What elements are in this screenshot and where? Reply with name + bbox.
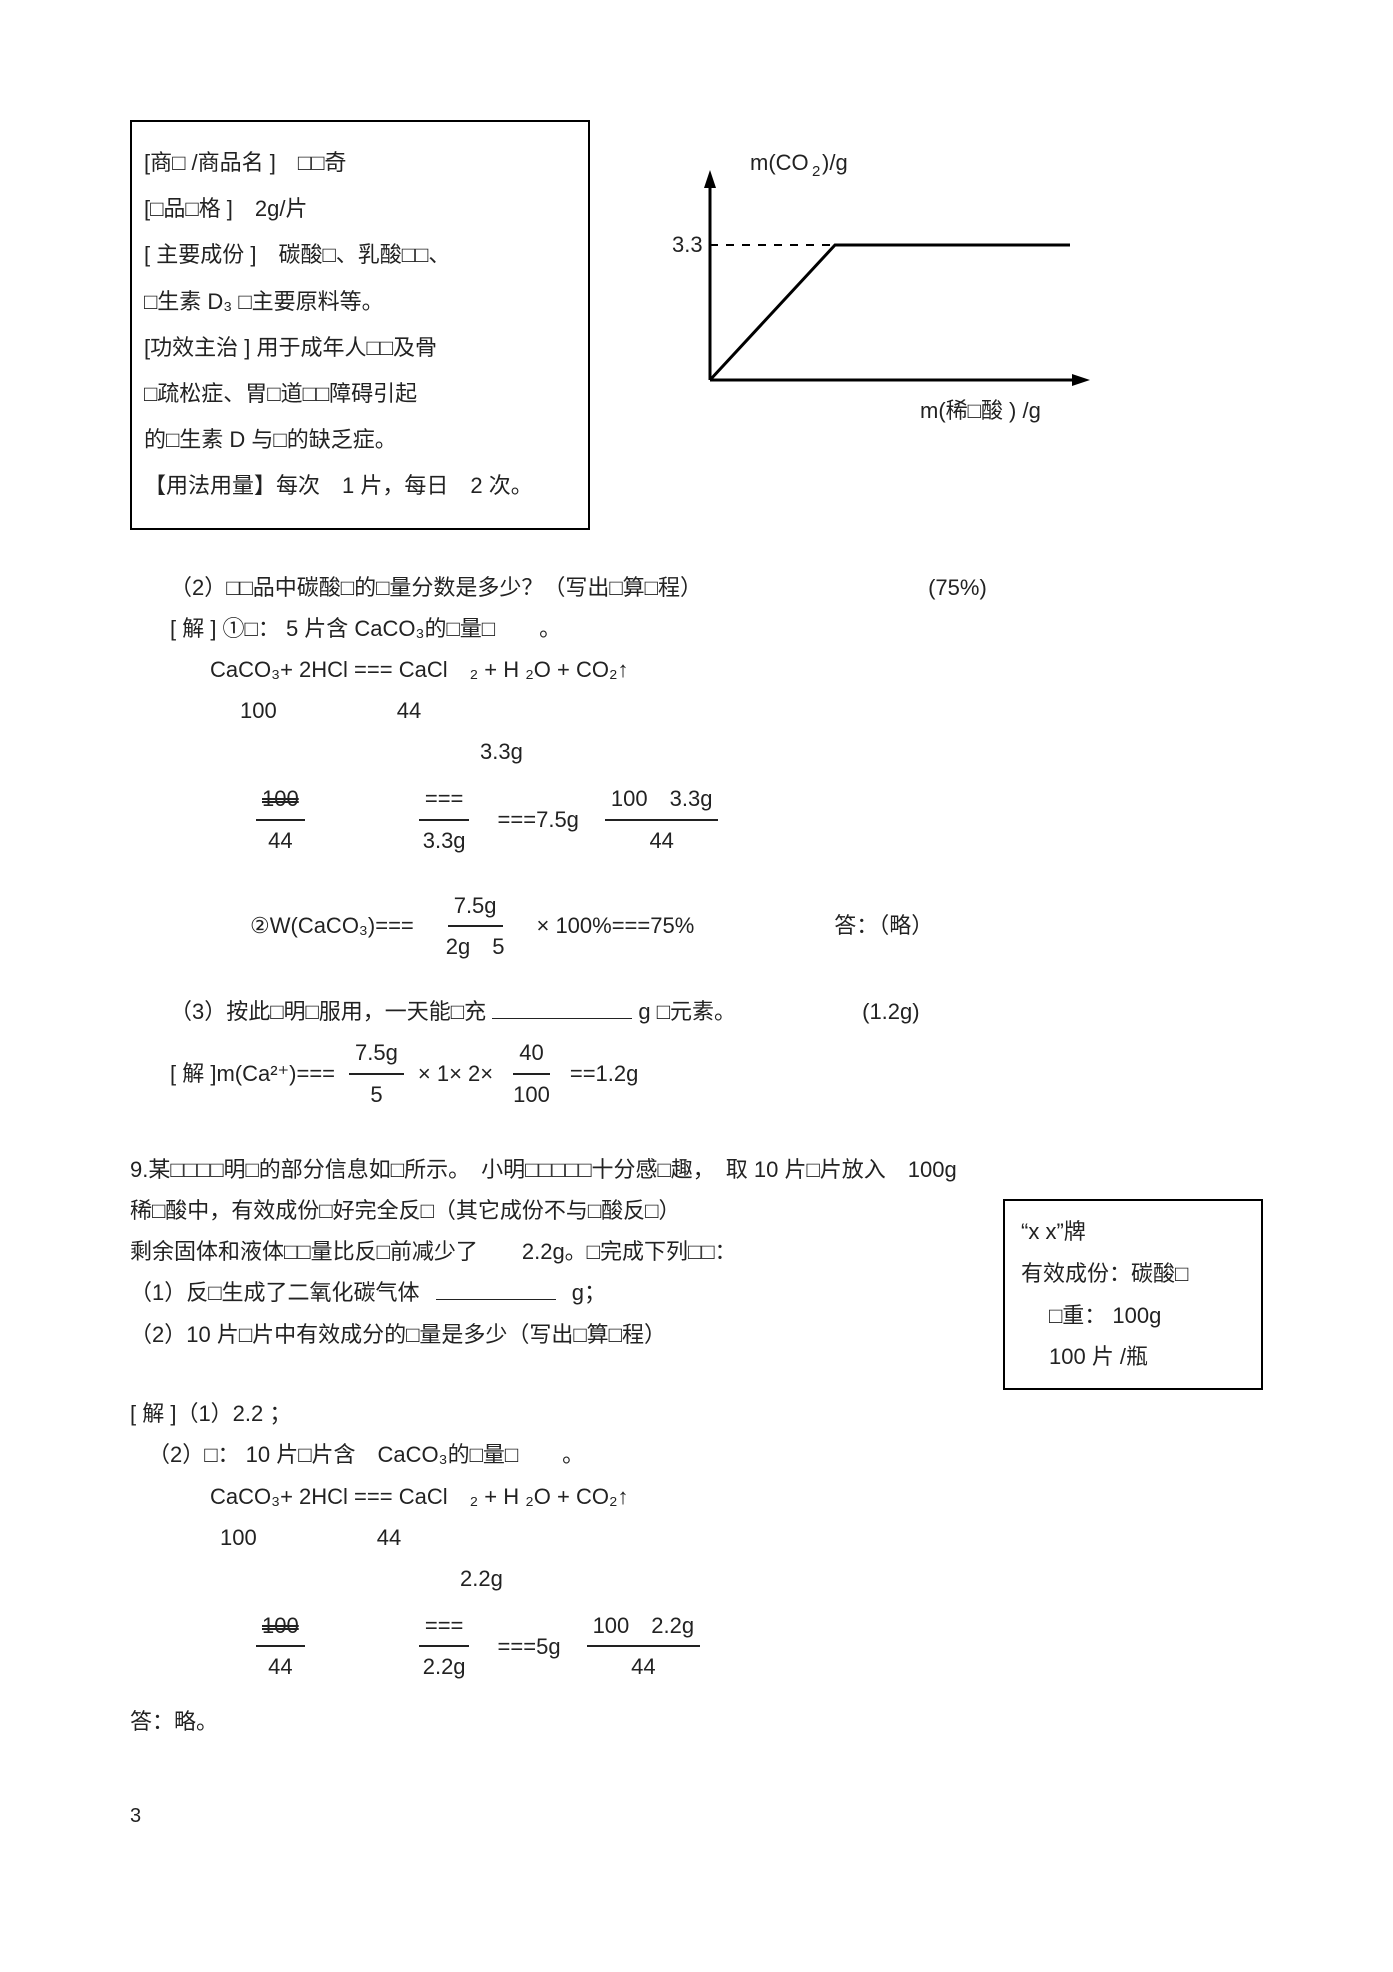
co2-chart-svg: m(CO 2 )/g 3.3 m(稀□酸 ) /g — [650, 150, 1110, 440]
q2-equation: CaCO₃+ 2HCl === CaCl ₂ + H ₂O + CO₂↑ — [130, 652, 1263, 687]
fraction: 7.5g 2g 5 — [440, 888, 511, 964]
mass-44: 44 — [377, 1520, 401, 1555]
med-line: □生素 D₃ □主要原料等。 — [144, 279, 566, 325]
brand-line: 有效成份：碳酸□ — [1021, 1253, 1245, 1295]
mass-44: 44 — [397, 693, 421, 728]
q3-solution-line: [ 解 ]m(Ca²⁺)=== 7.5g 5 × 1× 2× 40 100 ==… — [130, 1035, 1263, 1111]
med-line: [□品□格 ] 2g/片 — [144, 186, 566, 232]
q2-step2-rhs: × 100%===75% — [536, 908, 694, 943]
med-line: 【用法用量】每次 1 片，每日 2 次。 — [144, 463, 566, 509]
frac-den: 44 — [625, 1647, 661, 1684]
brand-line: “x x”牌 — [1021, 1211, 1245, 1253]
fraction: === 3.3g — [417, 781, 472, 857]
q2-title: （2）□□品中碳酸□的□量分数是多少？（写出□算□程） — [170, 575, 702, 600]
frac-den: 3.3g — [417, 821, 472, 858]
q3-lhs: [ 解 ]m(Ca²⁺)=== — [170, 1056, 335, 1091]
x-arrow-icon — [1072, 374, 1090, 386]
frac-num: 100 3.3g — [605, 781, 719, 820]
med-line: □疏松症、胃□道□□障碍引起 — [144, 371, 566, 417]
brand-line: □重： 100g — [1021, 1295, 1245, 1337]
frac-num: 7.5g — [349, 1035, 404, 1074]
q2-mass-row2: 3.3g — [130, 734, 1263, 769]
brand-box: “x x”牌 有效成份：碳酸□ □重： 100g 100 片 /瓶 — [1003, 1199, 1263, 1390]
frac-den: 2g 5 — [440, 927, 511, 964]
q2-step2-lhs: ②W(CaCO₃)=== — [250, 908, 414, 943]
curve-line — [710, 245, 1070, 380]
result: ===7.5g — [498, 802, 579, 837]
q9-block: 9.某□□□□明□的部分信息如□所示。 小明□□□□□十分感□趣， 取 10 片… — [130, 1152, 1263, 1740]
med-line: 的□生素 D 与□的缺乏症。 — [144, 417, 566, 463]
medicine-info-box: [商□ /商品名 ] □□奇 [□品□格 ] 2g/片 [ 主要成份 ] 碳酸□… — [130, 120, 590, 530]
q9-sol2: （2）□： 10 片□片含 CaCO₃的□量□ 。 — [130, 1437, 1263, 1472]
blank-underline — [436, 1278, 556, 1300]
y-axis-label-sub: 2 — [812, 163, 820, 180]
q9-sol1: [ 解 ]（1）2.2 ； — [130, 1396, 1263, 1431]
fraction: 40 100 — [507, 1035, 556, 1111]
q2-mass-row1: 100 44 — [130, 693, 1263, 728]
frac-den: 44 — [643, 821, 679, 858]
mass-22g: 2.2g — [460, 1566, 503, 1591]
frac-num: 7.5g — [448, 888, 503, 927]
mass-100: 100 — [240, 693, 277, 728]
q9-fraction-line: 100 44 === 2.2g ===5g 100 2.2g 44 — [250, 1608, 1263, 1684]
fraction: 100 2.2g 44 — [587, 1608, 701, 1684]
blank-underline — [492, 997, 632, 1019]
frac-den: 2.2g — [417, 1647, 472, 1684]
frac-num: 100 2.2g — [587, 1608, 701, 1647]
mass-100: 100 — [220, 1520, 257, 1555]
q2-fraction-line: 100 44 === 3.3g ===7.5g 100 3.3g 44 — [250, 781, 1263, 857]
y-axis-label: m(CO — [750, 150, 809, 175]
q3-mid: × 1× 2× — [418, 1056, 493, 1091]
frac-num: 40 — [513, 1035, 549, 1074]
x-axis-label: m(稀□酸 ) /g — [920, 398, 1041, 423]
brand-line: 100 片 /瓶 — [1021, 1336, 1245, 1378]
q2-step2-line: ②W(CaCO₃)=== 7.5g 2g 5 × 100%===75% 答：（略… — [250, 888, 1263, 964]
frac-num: === — [419, 1608, 470, 1647]
y-axis-label-tail: )/g — [822, 150, 848, 175]
y-arrow-icon — [704, 170, 716, 188]
q3-title: （3）按此□明□服用，一天能□充 — [170, 999, 486, 1024]
q2-title-row: （2）□□品中碳酸□的□量分数是多少？（写出□算□程） (75%) — [130, 570, 1263, 605]
frac-den: 100 — [507, 1075, 556, 1112]
q3-tail: g □元素。 — [638, 999, 736, 1024]
ytick-label: 3.3 — [672, 232, 703, 257]
frac-num: 100 — [256, 1608, 305, 1647]
page: [商□ /商品名 ] □□奇 [□品□格 ] 2g/片 [ 主要成份 ] 碳酸□… — [0, 0, 1393, 1892]
q3-answer-pct: (1.2g) — [862, 994, 919, 1029]
mass-33g: 3.3g — [480, 739, 523, 764]
frac-num: === — [419, 781, 470, 820]
med-line: [商□ /商品名 ] □□奇 — [144, 140, 566, 186]
page-number: 3 — [130, 1800, 1263, 1832]
q9-p1: 9.某□□□□明□的部分信息如□所示。 小明□□□□□十分感□趣， 取 10 片… — [130, 1152, 1263, 1187]
frac-den: 5 — [364, 1075, 388, 1112]
q2-answer-pct: (75%) — [928, 570, 987, 605]
q3-result: ==1.2g — [570, 1056, 639, 1091]
frac-num: 100 — [256, 781, 305, 820]
fraction: === 2.2g — [417, 1608, 472, 1684]
q2-step1: [ 解 ] ①□： 5 片含 CaCO₃的□量□ 。 — [130, 611, 1263, 646]
top-row: [商□ /商品名 ] □□奇 [□品□格 ] 2g/片 [ 主要成份 ] 碳酸□… — [130, 120, 1263, 530]
med-line: [功效主治 ] 用于成年人□□及骨 — [144, 325, 566, 371]
q2-answer: 答：（略） — [834, 908, 933, 943]
q9-mass-row1: 100 44 — [130, 1520, 1263, 1555]
fraction: 100 44 — [256, 781, 305, 857]
fraction: 100 44 — [256, 1608, 305, 1684]
q9-equation: CaCO₃+ 2HCl === CaCl ₂ + H ₂O + CO₂↑ — [130, 1479, 1263, 1514]
frac-den: 44 — [262, 821, 298, 858]
q9-answer: 答：略。 — [130, 1704, 1263, 1739]
result: ===5g — [498, 1629, 561, 1664]
chart: m(CO 2 )/g 3.3 m(稀□酸 ) /g — [650, 120, 1263, 530]
q9-p4b: g； — [572, 1280, 606, 1305]
fraction: 100 3.3g 44 — [605, 781, 719, 857]
q9-mass-row2: 2.2g — [130, 1561, 1263, 1596]
frac-den: 44 — [262, 1647, 298, 1684]
med-line: [ 主要成份 ] 碳酸□、乳酸□□、 — [144, 232, 566, 278]
fraction: 7.5g 5 — [349, 1035, 404, 1111]
q9-p4: （1）反□生成了二氧化碳气体 — [130, 1280, 420, 1305]
q3-title-row: （3）按此□明□服用，一天能□充 g □元素。 (1.2g) — [130, 994, 1263, 1029]
